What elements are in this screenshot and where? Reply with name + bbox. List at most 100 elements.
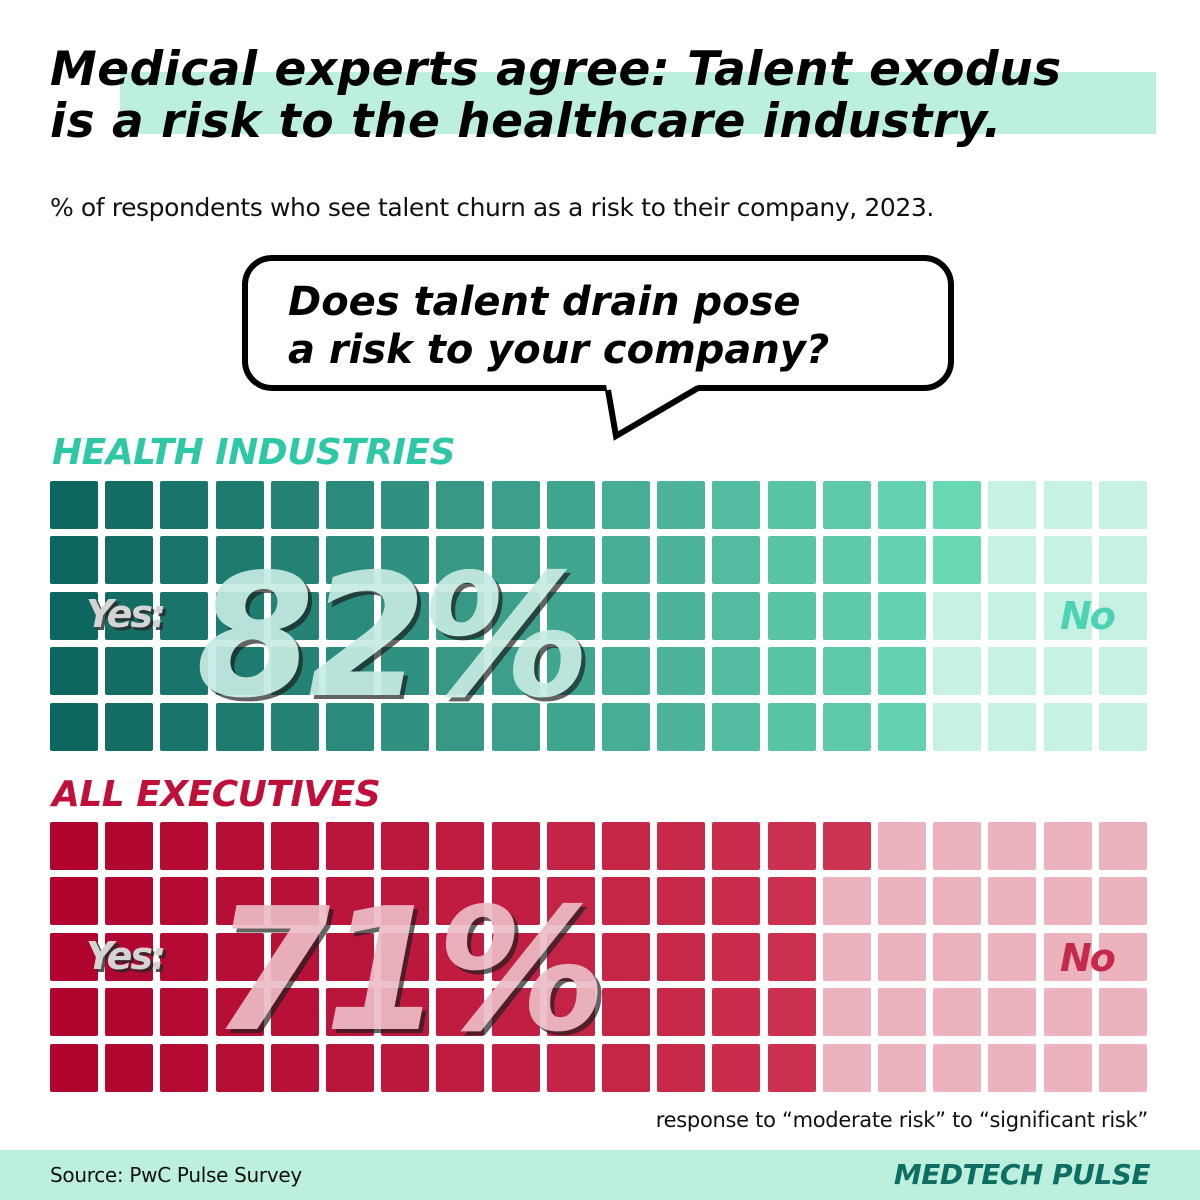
- waffle-cell-yes: [326, 988, 374, 1037]
- waffle-cell-yes: [767, 536, 816, 585]
- waffle-cell-yes: [657, 822, 706, 870]
- waffle-cell-yes: [933, 481, 982, 529]
- waffle-cell-yes: [602, 702, 650, 751]
- waffle-cell-no: [1098, 591, 1147, 640]
- waffle-cell-yes: [767, 647, 816, 696]
- waffle-cell-no: [988, 932, 1037, 981]
- title-line-1: Medical experts agree: Talent exodus: [50, 42, 1062, 97]
- waffle-cell-yes: [215, 877, 264, 926]
- waffle-cell-yes: [50, 536, 98, 585]
- waffle-cell-yes: [105, 481, 154, 529]
- waffle-cell-no: [1098, 988, 1147, 1037]
- waffle-cell-no: [1098, 481, 1147, 529]
- waffle-cell-no: [1098, 647, 1147, 696]
- waffle-cell-no: [1043, 702, 1092, 751]
- waffle-cell-yes: [50, 481, 98, 529]
- title-highlight: [120, 72, 1156, 134]
- waffle-cell-yes: [436, 591, 485, 640]
- waffle-cell-yes: [160, 988, 209, 1037]
- waffle-cell-yes: [546, 702, 595, 751]
- waffle-cell-yes: [160, 702, 209, 751]
- waffle-cell-yes: [712, 877, 761, 926]
- waffle-cell-yes: [381, 702, 430, 751]
- waffle-cell-yes: [215, 647, 264, 696]
- waffle-cell-yes: [215, 988, 264, 1037]
- waffle-cell-no: [933, 877, 982, 926]
- waffle-cell-no: [878, 1043, 926, 1092]
- waffle-cell-yes: [546, 591, 595, 640]
- waffle-cell-yes: [270, 1043, 319, 1092]
- footer-bar: [0, 1150, 1200, 1200]
- waffle-cell-no: [1043, 877, 1092, 926]
- waffle-cell-yes: [767, 877, 816, 926]
- waffle-cell-yes: [270, 647, 319, 696]
- waffle-cell-no: [1098, 932, 1147, 981]
- waffle-cell-no: [933, 988, 982, 1037]
- waffle-cell-yes: [381, 1043, 430, 1092]
- waffle-cell-yes: [160, 1043, 209, 1092]
- waffle-cell-no: [933, 647, 982, 696]
- waffle-cell-no: [1098, 536, 1147, 585]
- waffle-cell-yes: [50, 591, 98, 640]
- waffle-cell-no: [988, 877, 1037, 926]
- waffle-cell-yes: [767, 591, 816, 640]
- waffle-cell-yes: [160, 481, 209, 529]
- waffle-cell-yes: [767, 932, 816, 981]
- waffle-cell-yes: [436, 932, 485, 981]
- waffle-cell-yes: [491, 702, 540, 751]
- waffle-cell-yes: [491, 1043, 540, 1092]
- waffle-cell-yes: [657, 702, 706, 751]
- waffle-cell-no: [1043, 1043, 1092, 1092]
- waffle-cell-yes: [657, 591, 706, 640]
- health-yes-label: Yes:: [86, 592, 166, 636]
- waffle-cell-yes: [546, 932, 595, 981]
- waffle-cell-yes: [105, 591, 154, 640]
- waffle-cell-no: [878, 932, 926, 981]
- waffle-cell-yes: [50, 822, 98, 870]
- waffle-cell-yes: [767, 988, 816, 1037]
- waffle-cell-no: [933, 591, 982, 640]
- health-no-label: No: [1060, 594, 1116, 638]
- waffle-cell-no: [1043, 932, 1092, 981]
- speech-bubble-tail-icon: [605, 384, 700, 441]
- waffle-cell-yes: [546, 536, 595, 585]
- waffle-cell-yes: [712, 822, 761, 870]
- waffle-cell-yes: [657, 877, 706, 926]
- waffle-cell-no: [933, 702, 982, 751]
- waffle-cell-yes: [326, 481, 374, 529]
- waffle-cell-yes: [215, 591, 264, 640]
- waffle-cell-yes: [270, 536, 319, 585]
- waffle-cell-yes: [602, 1043, 650, 1092]
- waffle-cell-yes: [215, 536, 264, 585]
- waffle-cell-yes: [712, 932, 761, 981]
- waffle-cell-yes: [436, 877, 485, 926]
- waffle-cell-yes: [712, 591, 761, 640]
- waffle-cell-yes: [657, 932, 706, 981]
- waffle-cell-yes: [822, 536, 871, 585]
- waffle-cell-no: [1043, 536, 1092, 585]
- waffle-cell-yes: [436, 1043, 485, 1092]
- waffle-cell-yes: [491, 877, 540, 926]
- waffle-cell-yes: [381, 481, 430, 529]
- waffle-cell-yes: [602, 591, 650, 640]
- waffle-cell-yes: [105, 877, 154, 926]
- waffle-cell-yes: [326, 932, 374, 981]
- waffle-cell-no: [988, 822, 1037, 870]
- bubble-question: Does talent drain pose a risk to your co…: [288, 278, 829, 374]
- waffle-cell-yes: [712, 988, 761, 1037]
- waffle-cell-no: [878, 822, 926, 870]
- waffle-cell-yes: [657, 647, 706, 696]
- waffle-cell-yes: [215, 822, 264, 870]
- waffle-cell-no: [1043, 822, 1092, 870]
- waffle-cell-yes: [602, 647, 650, 696]
- source-text: Source: PwC Pulse Survey: [50, 1163, 302, 1187]
- waffle-cell-yes: [160, 877, 209, 926]
- waffle-cell-yes: [436, 536, 485, 585]
- waffle-cell-no: [822, 932, 871, 981]
- waffle-cell-yes: [160, 591, 209, 640]
- executives-value-label: 71%: [212, 872, 607, 1070]
- waffle-cell-yes: [602, 932, 650, 981]
- waffle-cell-yes: [270, 702, 319, 751]
- waffle-cell-no: [1098, 877, 1147, 926]
- waffle-cell-yes: [712, 1043, 761, 1092]
